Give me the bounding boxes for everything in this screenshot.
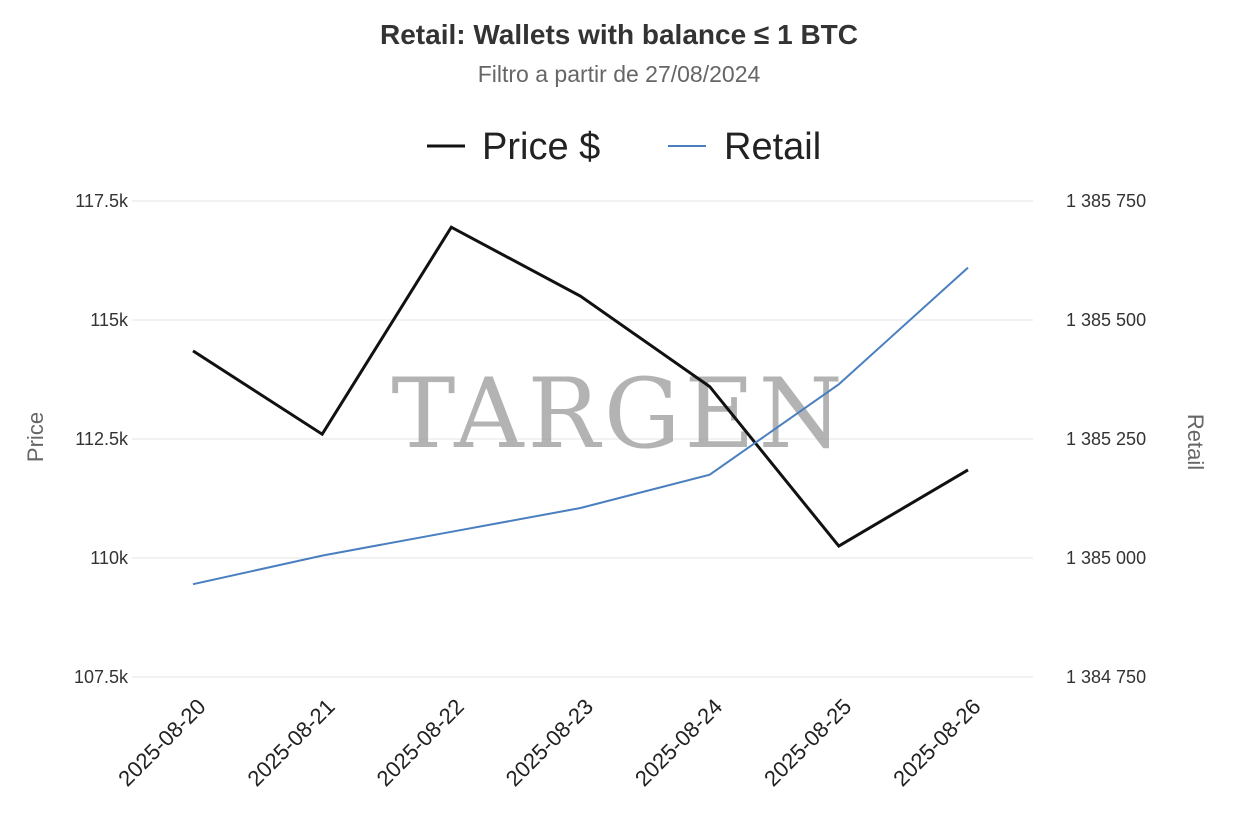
- y-right-tick-label: 1 385 000: [1066, 548, 1146, 568]
- series-line-retail: [192, 266, 969, 586]
- y-right-tick-label: 1 384 750: [1066, 667, 1146, 687]
- y-right-ticks: 1 384 750 1 385 000 1 385 250 1 385 500 1 38…: [1066, 191, 1146, 687]
- y-left-axis-title: Price: [23, 412, 48, 462]
- y-right-tick-label: 1 385 750: [1066, 191, 1146, 211]
- y-left-ticks: 107.5k 110k 112.5k 115k 117.5k: [74, 191, 129, 687]
- y-right-tick-label: 1 385 500: [1066, 310, 1146, 330]
- x-tick-label: 2025-08-21: [242, 694, 339, 791]
- legend-item[interactable]: Retail: [668, 126, 821, 168]
- watermark: TARGEN: [391, 358, 846, 470]
- legend-label: Retail: [724, 126, 821, 168]
- series-line-price: [192, 225, 969, 549]
- legend-label: Price $: [482, 126, 600, 168]
- x-ticks: 2025-08-20 2025-08-21 2025-08-22 2025-08-23…: [113, 694, 985, 791]
- legend-item[interactable]: Price $: [427, 126, 600, 168]
- chart-subtitle: Filtro a partir de 27/08/2024: [478, 61, 761, 87]
- x-tick-label: 2025-08-25: [759, 694, 856, 791]
- y-right-tick-label: 1 385 250: [1066, 429, 1146, 449]
- legend[interactable]: Price $ Retail: [427, 126, 821, 168]
- x-tick-label: 2025-08-24: [630, 694, 727, 791]
- series-lines: [192, 225, 969, 586]
- y-left-tick-label: 115k: [90, 310, 129, 330]
- y-left-tick-label: 110k: [90, 548, 129, 568]
- x-tick-label: 2025-08-22: [372, 694, 469, 791]
- x-tick-label: 2025-08-20: [113, 694, 210, 791]
- x-tick-label: 2025-08-23: [501, 694, 598, 791]
- y-left-tick-label: 117.5k: [75, 191, 129, 211]
- y-right-axis-title: Retail: [1183, 414, 1208, 470]
- grid-lines: [132, 200, 1033, 678]
- chart-title: Retail: Wallets with balance ≤ 1 BTC: [380, 19, 858, 50]
- x-tick-label: 2025-08-26: [888, 694, 985, 791]
- y-left-tick-label: 112.5k: [75, 429, 129, 449]
- y-left-tick-label: 107.5k: [74, 667, 129, 687]
